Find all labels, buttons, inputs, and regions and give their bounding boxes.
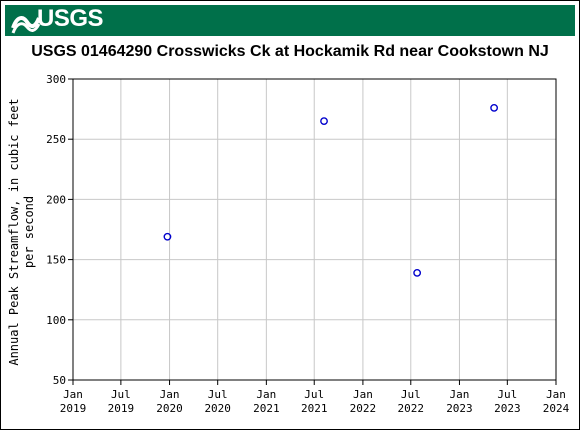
x-tick-label-year: 2021: [301, 402, 328, 415]
y-axis-label-line-2: per second: [22, 196, 36, 268]
y-tick-label: 250: [46, 133, 66, 146]
x-tick-label-year: 2019: [108, 402, 135, 415]
x-tick-label-month: Jan: [353, 388, 373, 401]
y-tick-label: 200: [46, 193, 66, 206]
x-tick-label-year: 2024: [543, 402, 570, 415]
usgs-logo-text: USGS: [37, 5, 104, 32]
x-tick-label-month: Jul: [111, 388, 131, 401]
data-point: [413, 268, 422, 277]
x-tick-label-month: Jan: [256, 388, 276, 401]
x-tick-label-year: 2022: [350, 402, 377, 415]
y-tick-label: 100: [46, 314, 66, 327]
x-tick-label-month: Jan: [63, 388, 83, 401]
chart-title: USGS 01464290 Crosswicks Ck at Hockamik …: [31, 43, 549, 60]
x-tick-label-month: Jan: [546, 388, 566, 401]
data-point: [490, 103, 499, 112]
y-axis-label-line-1: Annual Peak Streamflow, in cubic feet: [7, 98, 21, 365]
y-tick-label: 300: [46, 73, 66, 86]
x-tick-label-year: 2019: [60, 402, 87, 415]
usgs-logo-icon: [11, 16, 41, 34]
x-tick-label-month: Jul: [401, 388, 421, 401]
x-tick-label-month: Jul: [304, 388, 324, 401]
x-tick-label-year: 2021: [253, 402, 280, 415]
x-tick-label-year: 2020: [156, 402, 183, 415]
x-tick-label-year: 2022: [398, 402, 425, 415]
x-tick-label-year: 2020: [204, 402, 231, 415]
usgs-banner: USGS: [5, 5, 575, 36]
x-tick-label-month: Jul: [208, 388, 228, 401]
data-point: [163, 232, 172, 241]
y-tick-label: 50: [53, 374, 66, 387]
y-tick-label: 150: [46, 254, 66, 267]
x-tick-label-year: 2023: [494, 402, 521, 415]
x-tick-label-month: Jan: [450, 388, 470, 401]
data-point: [320, 117, 328, 126]
x-tick-label-month: Jul: [497, 388, 517, 401]
x-tick-label-month: Jan: [160, 388, 180, 401]
x-tick-label-year: 2023: [446, 402, 473, 415]
